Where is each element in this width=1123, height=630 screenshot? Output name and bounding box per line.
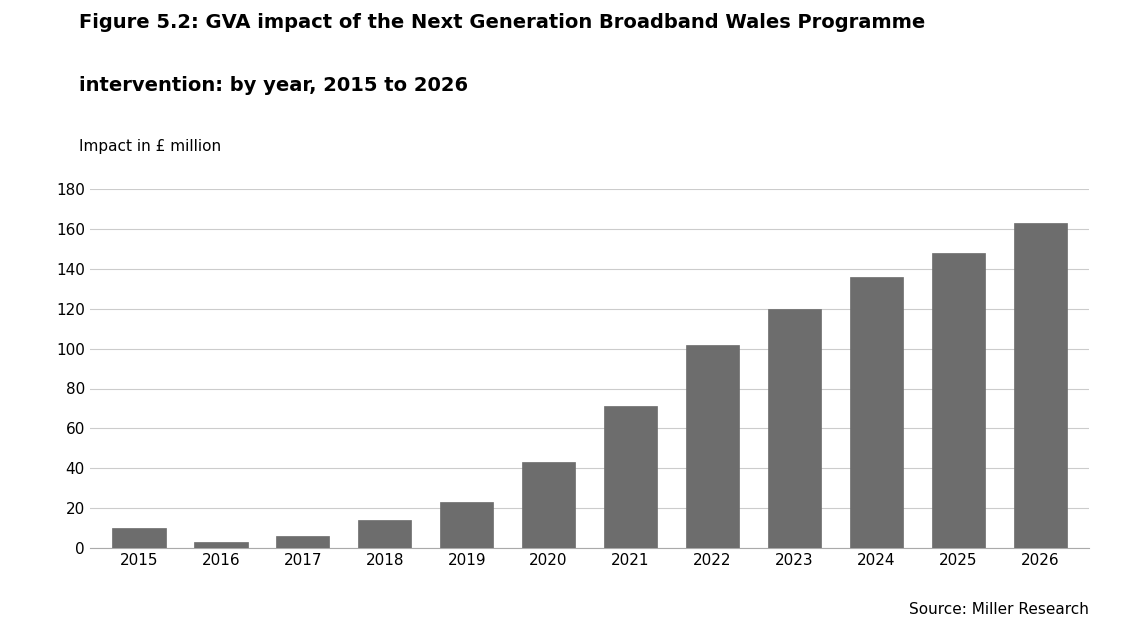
Bar [358, 520, 411, 548]
Bar [686, 345, 739, 548]
Bar [440, 502, 493, 548]
Bar [522, 462, 575, 548]
Bar [1014, 223, 1067, 548]
Text: Figure 5.2: GVA impact of the Next Generation Broadband Wales Programme: Figure 5.2: GVA impact of the Next Gener… [79, 13, 925, 32]
Bar [604, 406, 657, 548]
Text: intervention: by year, 2015 to 2026: intervention: by year, 2015 to 2026 [79, 76, 468, 94]
Text: Source: Miller Research: Source: Miller Research [910, 602, 1089, 617]
Bar [276, 536, 329, 548]
Bar [194, 542, 247, 548]
Bar [932, 253, 985, 548]
Bar [768, 309, 821, 548]
Bar [850, 277, 903, 548]
Bar [112, 528, 165, 548]
Text: Impact in £ million: Impact in £ million [79, 139, 221, 154]
